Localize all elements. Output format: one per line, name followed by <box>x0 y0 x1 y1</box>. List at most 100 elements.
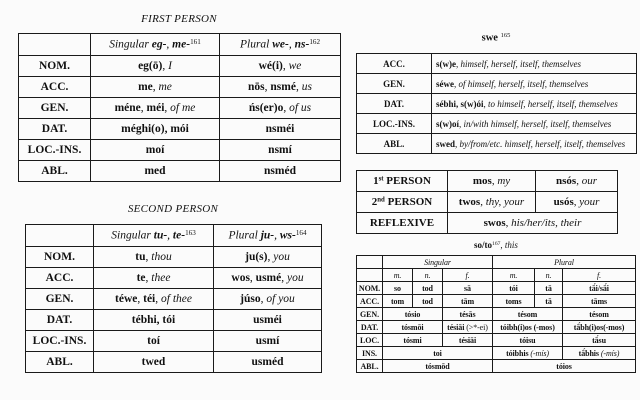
text-segment: , <box>145 251 152 263</box>
text-segment: s(w)oí <box>436 118 459 129</box>
text-segment: twed <box>141 356 166 368</box>
cell: toms <box>492 294 535 308</box>
text-segment: , <box>295 81 302 93</box>
header-cell: Plural we-, ns-162 <box>219 33 341 56</box>
cell: ju(s), you <box>213 246 322 268</box>
cell: nsméd <box>219 160 341 182</box>
text-segment: ju(s) <box>245 251 268 263</box>
text-segment: , <box>288 38 295 51</box>
text-segment: tom <box>390 296 405 306</box>
text-segment: tésiāi <box>447 322 465 332</box>
cell: te, thee <box>93 267 214 289</box>
text-segment: (-mís) <box>600 348 620 358</box>
text-segment: toms <box>505 296 522 306</box>
text-segment: , <box>164 102 171 114</box>
text-segment: , <box>274 229 280 242</box>
possessive-pronouns-table: 1st PERSON mos, my nsós, our 2nd PERSON twos… <box>356 170 618 234</box>
second-person-table: Singular tu-, te-163 Plural ju-, ws-164 NO… <box>25 224 322 373</box>
text-segment: , <box>140 102 147 114</box>
first-person-title: FIRST PERSON <box>18 13 340 25</box>
row-label-cell: DAT. <box>356 320 383 334</box>
text-segment: méghi(o), mói <box>121 123 189 135</box>
text-segment: LOC.-INS. <box>27 144 82 156</box>
text-segment: (-mís) <box>530 348 549 358</box>
cell: nsmí <box>219 139 341 161</box>
text-segment: so/to <box>474 240 493 250</box>
text-segment: te- <box>172 229 186 242</box>
row-label-cell: ABL. <box>18 160 91 182</box>
text-segment: tā <box>545 296 552 306</box>
table-row: ACC. s(w)e, himself, herself, itself, the… <box>356 53 637 74</box>
row-label-cell: 1st PERSON <box>356 170 448 192</box>
cell: usméi <box>213 309 322 331</box>
cell: tósio <box>382 307 443 321</box>
header-cell: f. <box>442 268 493 282</box>
text-segment: 2 <box>371 196 378 208</box>
cell: tā <box>534 294 563 308</box>
text-segment: , <box>454 78 459 89</box>
cell: s(w)e, himself, herself, itself, themsel… <box>431 53 637 74</box>
text-segment: Plural <box>554 257 574 267</box>
text-segment: toi <box>433 348 442 358</box>
text-segment: tā́su <box>592 335 606 345</box>
text-segment: usméi <box>253 314 282 326</box>
text-segment: ńs(er)o <box>248 102 284 114</box>
header-cell: Singular eg-, me-161 <box>90 33 220 56</box>
text-segment: nd <box>377 196 385 204</box>
text-segment: , <box>267 251 274 263</box>
cell: ńs(er)o, of us <box>219 97 341 119</box>
text-segment: sā <box>464 283 471 293</box>
text-segment: 165 <box>500 32 511 39</box>
text-segment: , <box>264 81 271 93</box>
text-segment: toí <box>147 335 160 347</box>
text-segment: of you <box>266 293 295 305</box>
text-segment: téwe <box>115 293 138 305</box>
header-cell <box>356 255 383 269</box>
row-label-cell: ACC. <box>18 76 91 98</box>
cell: tām <box>442 294 493 308</box>
text-segment: usmé <box>255 272 282 284</box>
cell: tod <box>412 294 443 308</box>
text-segment: 162 <box>309 38 320 47</box>
text-segment: n. <box>545 270 552 280</box>
cell: nsós, our <box>535 170 618 192</box>
row-label-cell: NOM. <box>25 246 94 268</box>
text-segment: mos <box>472 175 492 187</box>
text-segment: so <box>394 283 401 293</box>
table-row: 2nd PERSON twos, thy, your usós, your <box>356 191 618 213</box>
text-segment: ACC. <box>40 81 69 93</box>
cell: moí <box>90 139 220 161</box>
text-segment: , <box>491 175 498 187</box>
header-cell: Singular tu-, te-163 <box>93 224 214 247</box>
table-row: GEN. tósio tésās tésom tésom <box>356 307 637 321</box>
text-segment: tod <box>422 296 433 306</box>
text-segment: GEN. <box>45 293 74 305</box>
text-segment: twos <box>458 196 481 208</box>
text-segment: med <box>144 165 166 177</box>
row-label-cell: ACC. <box>356 294 383 308</box>
cell: tā <box>534 281 563 295</box>
table-row: DAT. sébhi, s(w)ói, to himself, herself, … <box>356 93 637 114</box>
text-segment: GEN. <box>383 78 405 89</box>
row-label-cell: REFLEXIVE <box>356 212 448 234</box>
text-segment: , <box>480 196 486 208</box>
swe-table: ACC. s(w)e, himself, herself, itself, the… <box>356 53 637 154</box>
text-segment: tébhi, tói <box>131 314 176 326</box>
text-segment: GEN. <box>40 102 69 114</box>
text-segment: to himself, herself, itself, themselves <box>488 98 618 109</box>
text-segment: tóios <box>556 361 572 371</box>
text-segment: , <box>155 293 161 305</box>
text-segment: séwe <box>436 78 454 89</box>
cell: méne, méi, of me <box>90 97 220 119</box>
text-segment: NOM. <box>44 251 75 263</box>
text-segment: tósmōi <box>401 322 424 332</box>
text-segment: Singular <box>111 229 154 242</box>
table-row: ACC. me, me nōs, nsmé, us <box>18 76 341 98</box>
text-segment: st <box>378 175 384 183</box>
header-cell <box>25 224 94 247</box>
second-person-table: Singular tu-, te-163 Plural ju-, ws-164 NO… <box>25 224 322 373</box>
cell: tóibh(i)os (-mos) <box>492 320 563 334</box>
text-segment: moí <box>145 144 165 156</box>
text-segment: nsmé <box>270 81 296 93</box>
text-segment: tā <box>545 283 552 293</box>
